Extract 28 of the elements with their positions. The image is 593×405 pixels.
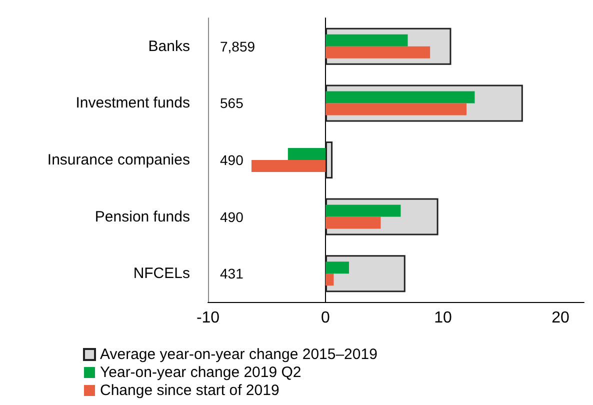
annotation: 7,859 — [220, 38, 256, 54]
annotation: 490 — [220, 208, 244, 225]
bar — [251, 160, 326, 172]
bar — [326, 262, 349, 274]
x-tick-label: 10 — [434, 310, 452, 326]
bar — [326, 216, 381, 229]
y-tick-label: Pension funds — [94, 208, 190, 226]
x-tick-label: -10 — [196, 310, 220, 326]
x-tick-label: 20 — [552, 310, 570, 326]
bar — [326, 142, 333, 178]
annotation: 490 — [220, 152, 244, 168]
y-tick-label: Insurance companies — [47, 152, 190, 168]
annotation: 565 — [220, 95, 244, 112]
bar — [326, 34, 408, 46]
legend-label: Average year-on-year change 2015–2019 — [100, 346, 378, 363]
bar — [326, 274, 334, 286]
y-tick-label: NFCELs — [133, 265, 190, 282]
bar — [326, 204, 401, 217]
y-tick-label: Banks — [148, 38, 190, 55]
annotation: 431 — [220, 266, 244, 282]
legend-label: Change since start of 2019 — [100, 382, 280, 399]
bar — [326, 103, 466, 116]
y-tick-label: Investment funds — [76, 94, 190, 112]
bar — [326, 46, 430, 58]
bar — [288, 148, 326, 160]
bar — [326, 91, 475, 104]
x-tick-label: 0 — [321, 310, 330, 326]
legend-label: Year-on-year change 2019 Q2 — [100, 364, 302, 381]
